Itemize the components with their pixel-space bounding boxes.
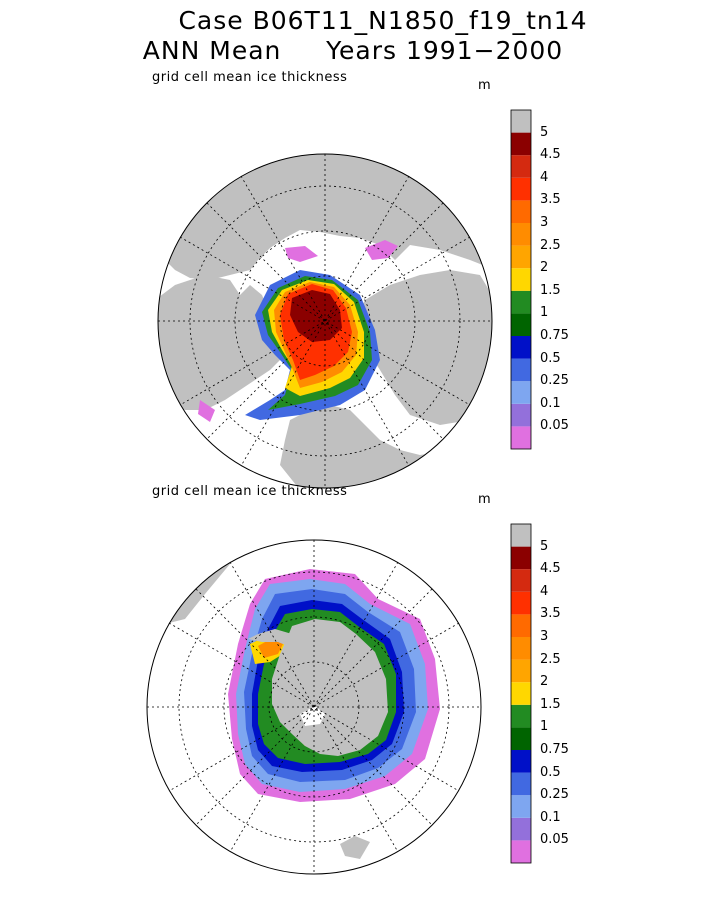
colorbar-tick-label: 1.5 [540, 696, 561, 712]
colorbar-swatch [511, 110, 531, 133]
arctic-map [157, 109, 532, 489]
antarctic-map-border [146, 539, 482, 875]
colorbar-tick-label: 2 [540, 260, 549, 276]
colorbar-tick-label: 2.5 [540, 237, 561, 253]
figure-title-case: Case B06T11_N1850_f19_tn14 [178, 6, 588, 35]
colorbar-swatch [511, 381, 531, 404]
colorbar-tick-label: 0.05 [540, 832, 569, 848]
colorbar-tick-label: 3.5 [540, 192, 561, 208]
colorbar-swatch [511, 659, 531, 683]
colorbar-tick-label: 0.05 [540, 418, 569, 434]
figure-title-period: ANN Mean Years 1991−2000 [142, 36, 564, 65]
colorbar-tick-label: 1.5 [540, 282, 561, 298]
colorbar-tick-label: 2 [540, 674, 549, 690]
colorbar-swatch [511, 313, 531, 336]
colorbar-tick-label: 1 [540, 719, 549, 735]
land-north-america [158, 275, 285, 410]
colorbar-swatch [511, 750, 531, 773]
colorbar-tick-label: 0.1 [540, 395, 561, 411]
colorbar-tick-label: 0.1 [540, 809, 561, 825]
arctic-variable-label: grid cell mean ice thickness [152, 70, 348, 85]
colorbar-swatch [511, 682, 531, 705]
colorbar-swatch [511, 155, 531, 178]
colorbar-swatch [511, 704, 531, 728]
colorbar-tick-label: 0.5 [540, 350, 561, 366]
colorbar-swatch [511, 772, 531, 796]
colorbar-swatch [511, 546, 531, 570]
arctic-graticule [158, 154, 492, 488]
colorbar-swatch [511, 290, 531, 314]
land-eurasia [165, 154, 492, 280]
land-africa-tip [340, 836, 370, 859]
colorbar-tick-label: 3 [540, 629, 549, 644]
colorbar-swatch [511, 403, 531, 427]
colorbar-swatch [511, 177, 531, 201]
colorbar-swatch [511, 569, 531, 592]
colorbar-frame [510, 523, 532, 864]
colorbar-tick-label: 3.5 [540, 606, 561, 622]
colorbar-tick-label: 5 [540, 538, 549, 554]
colorbar-frame [510, 109, 532, 450]
colorbar-swatch [511, 817, 531, 841]
colorbar-swatch [511, 614, 531, 637]
colorbar-tick-label: 0.25 [540, 787, 569, 803]
colorbar-tick-label: 0.5 [540, 764, 561, 780]
ice-weddell-yellow [250, 632, 330, 746]
colorbar-tick-label: 3 [540, 215, 549, 230]
colorbar-swatch [511, 840, 531, 863]
antarctic-variable-label: grid cell mean ice thickness [152, 484, 348, 499]
antarctic-graticule [147, 540, 481, 874]
antarctic-unit-label: m [478, 492, 491, 507]
colorbar-tick-label: 5 [540, 124, 549, 140]
ice-thickest [290, 290, 342, 342]
colorbar-tick-label: 1 [540, 305, 549, 321]
colorbar-tick-label: 0.25 [540, 373, 569, 389]
colorbar-swatch [511, 336, 531, 359]
arctic-unit-label: m [478, 78, 491, 93]
colorbar-tick-label: 4 [540, 169, 549, 185]
colorbar-swatch [511, 426, 531, 449]
colorbar-swatch [511, 591, 531, 615]
antarctic-map [146, 523, 532, 875]
colorbar-tick-label: 4 [540, 583, 549, 599]
ice-pink-fringe [198, 240, 398, 422]
colorbar-tick-label: 0.75 [540, 328, 569, 343]
colorbar-swatch [511, 268, 531, 291]
antarctic-colorbar [510, 523, 532, 864]
land-siberia [350, 270, 492, 425]
ice-shelf-ross [300, 706, 325, 726]
colorbar-swatch [511, 727, 531, 750]
colorbar-tick-label: 4.5 [540, 147, 561, 163]
land-antarctica [272, 619, 388, 756]
colorbar-swatch [511, 524, 531, 547]
colorbar-swatch [511, 245, 531, 269]
colorbar-tick-label: 4.5 [540, 561, 561, 577]
colorbar-swatch [511, 132, 531, 156]
colorbar-swatch [511, 358, 531, 382]
arctic-panel: grid cell mean ice thickness m [0, 70, 722, 490]
colorbar-swatch [511, 223, 531, 246]
colorbar-tick-label: 0.75 [540, 742, 569, 757]
land-antarctic-peninsula [248, 629, 292, 646]
colorbar-swatch [511, 795, 531, 818]
arctic-map-border [157, 153, 493, 489]
antarctic-panel: grid cell mean ice thickness m [0, 484, 722, 904]
colorbar-swatch [511, 637, 531, 660]
arctic-colorbar [510, 109, 532, 450]
colorbar-swatch [511, 200, 531, 223]
colorbar-tick-label: 2.5 [540, 651, 561, 667]
